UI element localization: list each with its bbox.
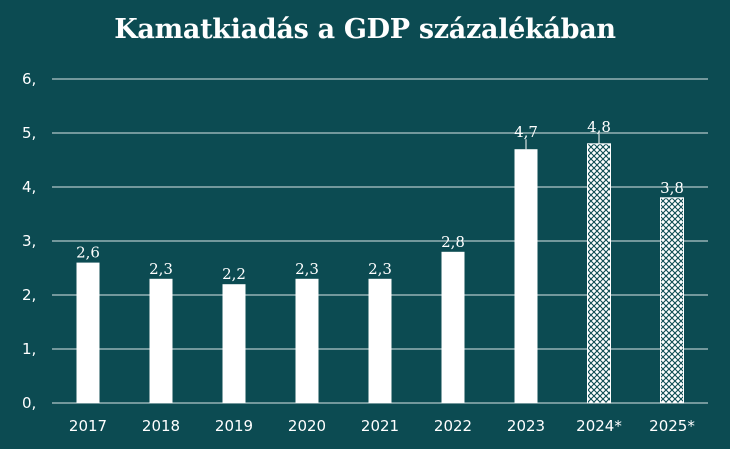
- chart-title: Kamatkiadás a GDP százalékában: [114, 14, 616, 45]
- y-tick-label: 1,: [22, 340, 36, 358]
- bar: [368, 278, 392, 403]
- bar-forecast: [660, 197, 684, 404]
- data-label: 2,2: [222, 265, 246, 283]
- data-label: 2,3: [149, 260, 173, 278]
- x-tick-label: 2018: [142, 417, 180, 435]
- x-tick-label: 2017: [69, 417, 107, 435]
- y-tick-label: 6,: [22, 70, 36, 88]
- data-label: 2,3: [295, 260, 319, 278]
- y-tick-label: 2,: [22, 286, 36, 304]
- y-tick-label: 5,: [22, 124, 36, 142]
- bar: [149, 278, 173, 403]
- data-label: 4,7: [514, 123, 538, 141]
- bar: [441, 251, 465, 403]
- bars: [76, 143, 684, 404]
- data-label: 4,8: [587, 118, 611, 136]
- x-tick-label: 2023: [507, 417, 545, 435]
- data-label: 2,8: [441, 233, 465, 251]
- x-tick-label: 2022: [434, 417, 472, 435]
- x-tick-label: 2019: [215, 417, 253, 435]
- y-tick-label: 0,: [22, 394, 36, 412]
- x-tick-label: 2021: [361, 417, 399, 435]
- data-label: 2,3: [368, 260, 392, 278]
- bar: [514, 149, 538, 403]
- data-label: 3,8: [660, 179, 684, 197]
- y-tick-label: 4,: [22, 178, 36, 196]
- bar-forecast: [587, 143, 611, 404]
- bar: [222, 284, 246, 403]
- bar: [76, 262, 100, 403]
- bar: [295, 278, 319, 403]
- x-tick-label: 2024*: [576, 417, 622, 435]
- x-tick-label: 2020: [288, 417, 326, 435]
- data-label: 2,6: [76, 244, 100, 262]
- y-tick-label: 3,: [22, 232, 36, 250]
- labels: 0, 1, 2, 3, 4, 5, 6, 2,6 2017 2,3 2018 2,2 2019 2,3 20…: [22, 70, 695, 435]
- x-tick-label: 2025*: [649, 417, 695, 435]
